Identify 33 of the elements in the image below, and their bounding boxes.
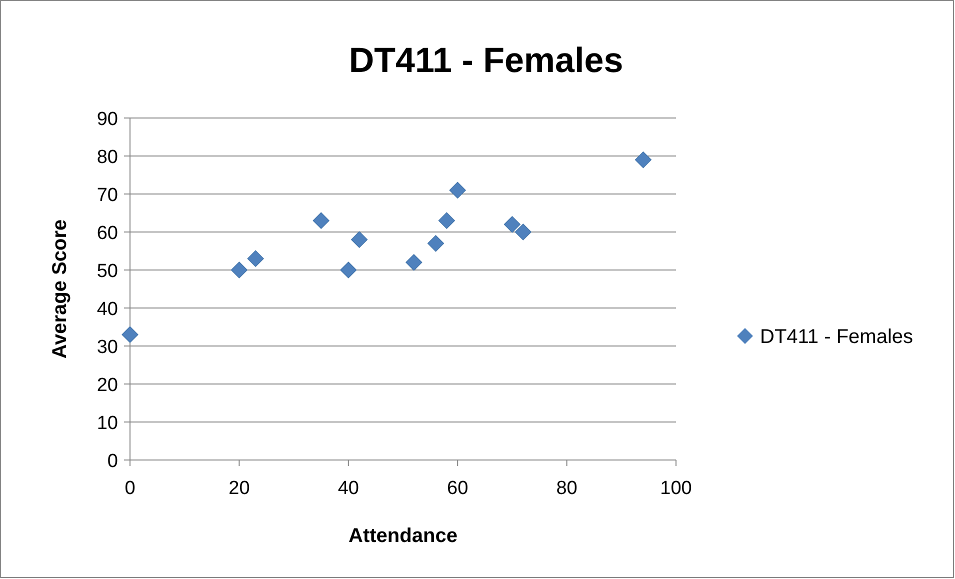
point <box>449 182 466 198</box>
y-tick-label: 10 <box>96 413 118 434</box>
point <box>312 212 330 229</box>
point <box>340 262 357 278</box>
x-tick-label: 60 <box>447 478 468 499</box>
y-tick-label: 50 <box>96 261 118 282</box>
point <box>247 250 264 267</box>
y-tick-label: 40 <box>96 299 118 320</box>
y-axis-title: Average Score <box>49 219 71 359</box>
point <box>122 326 138 343</box>
point <box>634 152 652 168</box>
x-tick-label: 40 <box>338 478 359 499</box>
point <box>406 254 422 271</box>
x-tick-label: 20 <box>228 478 250 499</box>
chart-title: DT411 - Females <box>348 41 624 80</box>
point <box>427 235 444 252</box>
point <box>504 216 520 233</box>
x-axis-title: Attendance <box>348 525 458 547</box>
point <box>230 262 248 278</box>
point <box>438 212 455 229</box>
x-tick-label: 100 <box>660 478 692 499</box>
y-tick-label: 30 <box>96 337 118 358</box>
point <box>351 231 368 248</box>
y-tick-label: 60 <box>96 223 118 244</box>
y-tick-label: 80 <box>96 147 118 168</box>
x-tick-label: 0 <box>124 478 136 499</box>
y-tick-label: 20 <box>96 375 118 396</box>
y-tick-label: 90 <box>96 109 118 130</box>
y-tick-label: 70 <box>96 185 118 206</box>
point <box>514 224 532 240</box>
x-tick-label: 80 <box>556 478 578 499</box>
y-tick-label: 0 <box>107 451 118 472</box>
legend-label: DT411 - Females <box>760 326 914 348</box>
